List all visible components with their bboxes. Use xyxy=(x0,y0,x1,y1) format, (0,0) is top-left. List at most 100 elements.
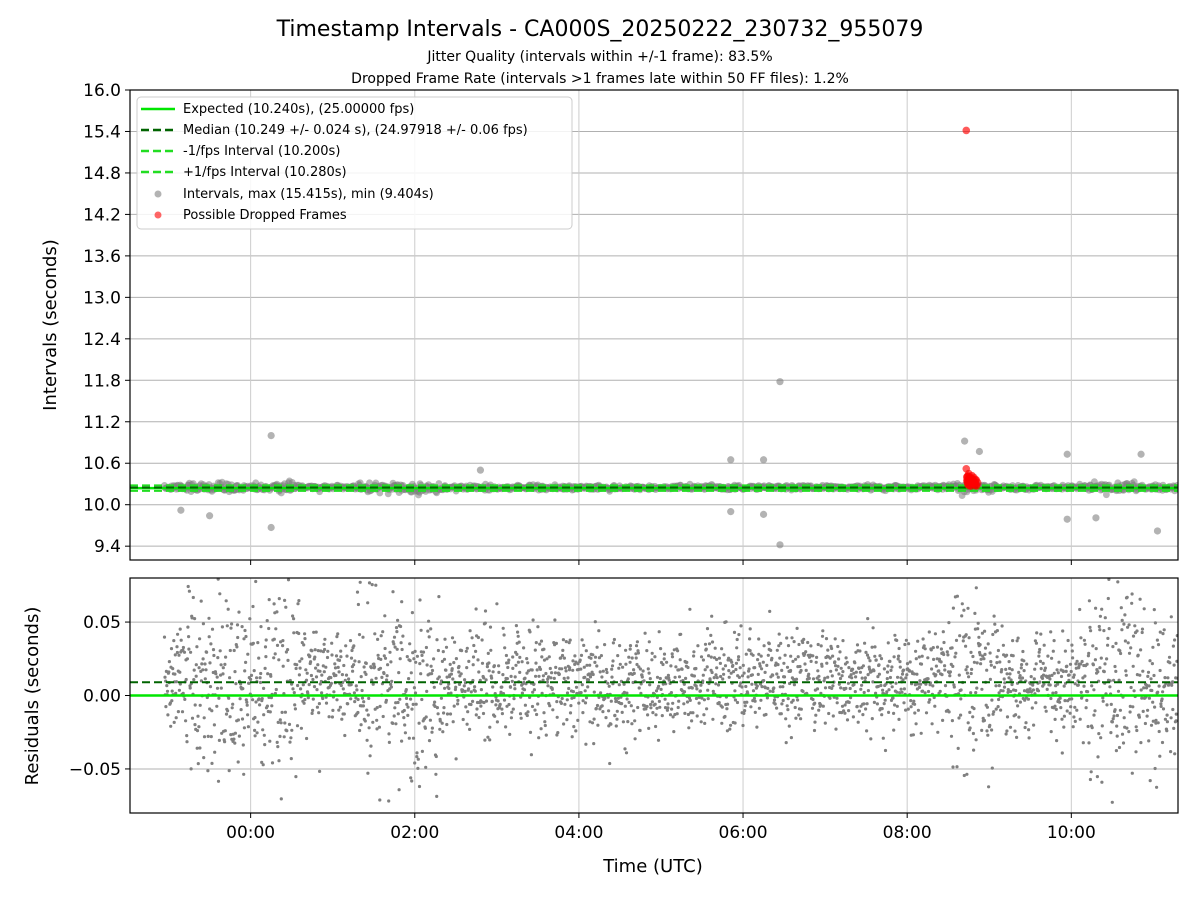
residual-point xyxy=(543,720,547,724)
residual-point xyxy=(196,714,200,718)
residual-point xyxy=(737,633,741,637)
residual-point xyxy=(634,652,638,656)
residual-point xyxy=(174,691,178,695)
residual-point xyxy=(535,668,539,672)
residual-point xyxy=(912,699,916,703)
residuals-y-tick-label: 0.05 xyxy=(83,613,121,633)
intervals-y-axis-label: Intervals (seconds) xyxy=(40,239,61,411)
residual-point xyxy=(353,659,357,663)
residual-point xyxy=(404,688,408,692)
residual-point xyxy=(971,715,975,719)
intervals-y-tick-label: 14.2 xyxy=(83,205,121,225)
residual-point xyxy=(497,664,501,668)
residual-point xyxy=(448,662,452,667)
residual-point xyxy=(1123,639,1127,643)
residual-point xyxy=(1117,678,1121,682)
residual-point xyxy=(256,641,260,645)
residual-point xyxy=(1090,684,1094,688)
residual-point xyxy=(218,592,222,596)
residual-point xyxy=(682,702,686,706)
residual-point xyxy=(600,704,604,708)
residual-point xyxy=(194,674,198,678)
residual-point xyxy=(985,705,990,709)
intervals-y-tick-label: 15.4 xyxy=(83,122,121,142)
residual-point xyxy=(582,665,586,669)
residual-point xyxy=(387,799,391,803)
residual-point xyxy=(1097,732,1101,736)
residual-point xyxy=(933,704,937,708)
residual-point xyxy=(741,663,745,668)
residual-point xyxy=(173,653,177,657)
residual-point xyxy=(1144,686,1149,690)
residual-point xyxy=(721,667,725,671)
residual-point xyxy=(850,676,854,680)
residual-point xyxy=(835,696,839,700)
residual-point xyxy=(434,754,438,759)
residual-point xyxy=(696,644,700,648)
residual-point xyxy=(395,647,399,651)
residual-point xyxy=(947,710,951,714)
residual-point xyxy=(982,657,986,661)
residual-point xyxy=(593,660,597,665)
residual-point xyxy=(253,715,257,720)
residual-point xyxy=(1129,646,1133,650)
residual-point xyxy=(217,696,221,700)
residual-point xyxy=(1056,671,1060,675)
interval-outlier-point xyxy=(177,506,185,514)
residual-point xyxy=(616,696,620,700)
residual-point xyxy=(873,654,877,658)
residual-point xyxy=(624,751,629,755)
residual-point xyxy=(424,765,428,769)
residual-point xyxy=(1058,696,1062,700)
residual-point xyxy=(471,655,476,659)
residual-point xyxy=(437,595,441,599)
residual-point xyxy=(322,642,326,646)
residual-point xyxy=(423,726,427,730)
residual-point xyxy=(987,785,991,789)
residual-point xyxy=(560,653,565,658)
residual-point xyxy=(725,729,730,733)
residual-point xyxy=(990,698,994,702)
residual-point xyxy=(334,673,338,678)
residual-point xyxy=(278,734,282,739)
residual-point xyxy=(1158,630,1162,634)
residual-point xyxy=(727,675,731,679)
residual-point xyxy=(315,705,319,709)
residual-point xyxy=(723,714,727,719)
chart-legend: Expected (10.240s), (25.00000 fps) Media… xyxy=(136,96,573,230)
residual-point xyxy=(943,668,947,672)
residual-point xyxy=(474,649,478,654)
residual-point xyxy=(895,704,899,708)
residual-point xyxy=(528,630,532,634)
residual-point xyxy=(395,630,399,634)
residual-point xyxy=(830,674,834,678)
residual-point xyxy=(811,654,815,658)
residual-point xyxy=(647,726,651,731)
residual-point xyxy=(744,652,748,656)
residual-point xyxy=(633,719,637,723)
residual-point xyxy=(302,701,306,705)
residual-point xyxy=(849,696,853,700)
residual-point xyxy=(624,648,628,652)
residual-point xyxy=(244,660,248,665)
residual-point xyxy=(364,672,368,677)
residual-point xyxy=(579,691,583,695)
residual-point xyxy=(342,663,346,668)
residual-point xyxy=(1014,699,1018,703)
residual-point xyxy=(266,672,270,676)
residual-point xyxy=(496,699,500,703)
residual-point xyxy=(847,700,851,705)
interval-outlier-point xyxy=(759,456,768,464)
residual-point xyxy=(415,751,419,755)
residual-point xyxy=(831,684,835,688)
x-tick-label: 10:00 xyxy=(1047,823,1096,843)
residual-point xyxy=(893,633,897,637)
residual-point xyxy=(304,678,309,682)
residual-point xyxy=(475,707,479,711)
residual-point xyxy=(870,717,874,721)
residual-point xyxy=(1102,670,1106,674)
residual-point xyxy=(936,730,940,734)
residual-point xyxy=(308,654,312,658)
residual-point xyxy=(830,646,834,651)
residual-point xyxy=(670,655,675,659)
